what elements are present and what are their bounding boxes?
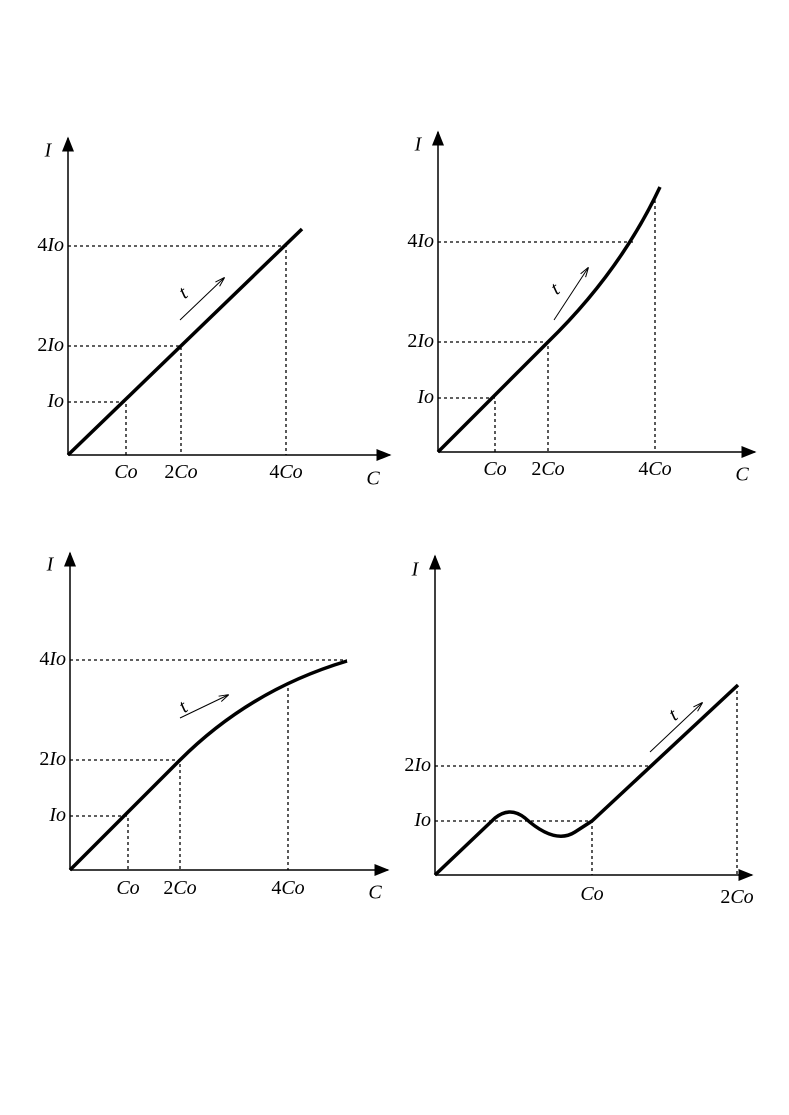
label-symbol: Io [416, 330, 434, 352]
y-label: 2Io [39, 748, 66, 770]
x-label: 4Co [271, 877, 304, 899]
y-label: 2Io [37, 334, 64, 356]
label-number: 2 [39, 748, 49, 770]
y-label: 4Io [407, 230, 434, 252]
label-number: 4 [39, 648, 49, 670]
axis-label: C [368, 882, 382, 904]
time-arrow [179, 695, 228, 719]
label-symbol: Io [48, 748, 66, 770]
label-number: 4 [271, 877, 281, 899]
label-symbol: Io [413, 809, 431, 831]
time-arrow [553, 268, 588, 321]
x-label: 4Co [269, 461, 302, 483]
time-label: t [547, 278, 565, 299]
label-symbol: Io [413, 754, 431, 776]
label-number: 4 [269, 461, 279, 483]
axis-label: I [411, 559, 420, 581]
label-number: 2 [531, 458, 541, 480]
time-label: t [665, 704, 683, 725]
time-label: t [175, 696, 193, 717]
axis-label: C [366, 468, 380, 490]
label-number: 2 [407, 330, 417, 352]
dashed-guide [70, 659, 347, 870]
label-number: 4 [638, 458, 648, 480]
label-symbol: Co [730, 886, 753, 908]
label-symbol: Co [483, 458, 506, 480]
label-number: 2 [163, 877, 173, 899]
label-symbol: Co [279, 461, 302, 483]
x-label: 2Co [720, 886, 753, 908]
label-symbol: Co [541, 458, 564, 480]
time-arrow [649, 703, 702, 753]
x-label: 2Co [531, 458, 564, 480]
axis-label: C [735, 464, 749, 486]
x-label: Co [580, 883, 603, 905]
y-label: Io [46, 390, 64, 412]
label-number: 2 [404, 754, 414, 776]
label-symbol: Co [114, 461, 137, 483]
y-label: 4Io [39, 648, 66, 670]
x-label: Co [116, 877, 139, 899]
axis-label: I [414, 134, 423, 156]
label-symbol: Co [648, 458, 671, 480]
y-label: Io [413, 809, 431, 831]
y-label: 2Io [407, 330, 434, 352]
curve [66, 227, 304, 457]
label-symbol: Io [416, 386, 434, 408]
label-symbol: Co [174, 461, 197, 483]
label-symbol: Io [46, 390, 64, 412]
y-label: 2Io [404, 754, 431, 776]
dashed-guide [435, 685, 738, 875]
y-label: Io [416, 386, 434, 408]
time-label: t [175, 282, 193, 303]
x-label: Co [483, 458, 506, 480]
y-label: 4Io [37, 234, 64, 256]
label-symbol: Co [173, 877, 196, 899]
x-label: Co [114, 461, 137, 483]
label-number: 4 [37, 234, 47, 256]
time-arrow [179, 278, 224, 321]
label-number: 2 [164, 461, 174, 483]
x-label: 2Co [163, 877, 196, 899]
label-symbol: Io [46, 234, 64, 256]
label-symbol: Co [116, 877, 139, 899]
label-symbol: Io [48, 804, 66, 826]
axis-label: I [44, 140, 53, 162]
label-number: 4 [407, 230, 417, 252]
label-symbol: Co [580, 883, 603, 905]
x-label: 4Co [638, 458, 671, 480]
label-symbol: Co [281, 877, 304, 899]
label-symbol: Io [48, 648, 66, 670]
x-label: 2Co [164, 461, 197, 483]
curve [436, 186, 662, 454]
label-symbol: Io [416, 230, 434, 252]
dashed-guide [438, 200, 656, 452]
curve [433, 683, 740, 877]
label-number: 2 [720, 886, 730, 908]
y-label: Io [48, 804, 66, 826]
axis-label: I [46, 554, 55, 576]
label-number: 2 [37, 334, 47, 356]
curve [68, 659, 348, 872]
label-symbol: Io [46, 334, 64, 356]
